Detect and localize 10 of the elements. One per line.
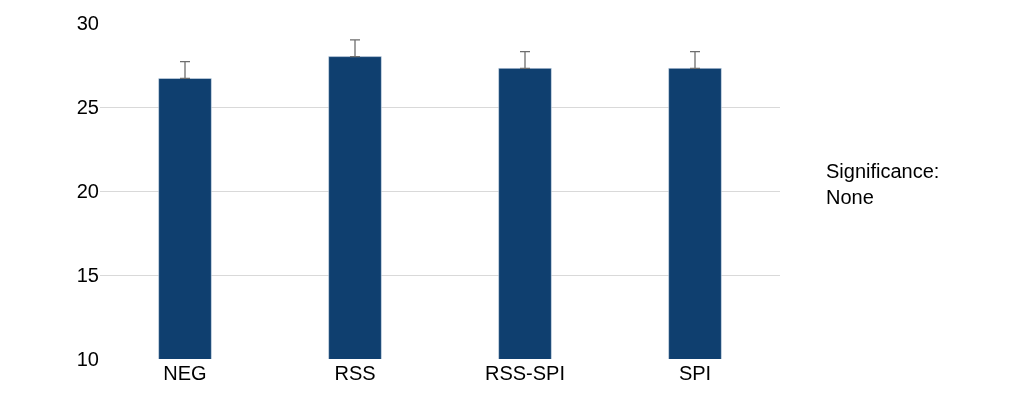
text: Significance: None <box>826 160 940 208</box>
y-tick-label: 25 <box>76 96 99 118</box>
x-tick-label: RSS <box>334 362 376 384</box>
y-tick-label: 30 <box>76 12 99 34</box>
y-tick-label: 20 <box>76 180 99 202</box>
x-tick-label: SPI <box>678 362 712 384</box>
y-tick-label: 10 <box>76 348 99 370</box>
x-tick-label: NEG <box>163 362 207 384</box>
x-tick-label: RSS-SPI <box>484 362 566 384</box>
y-tick-label: 15 <box>76 264 99 286</box>
